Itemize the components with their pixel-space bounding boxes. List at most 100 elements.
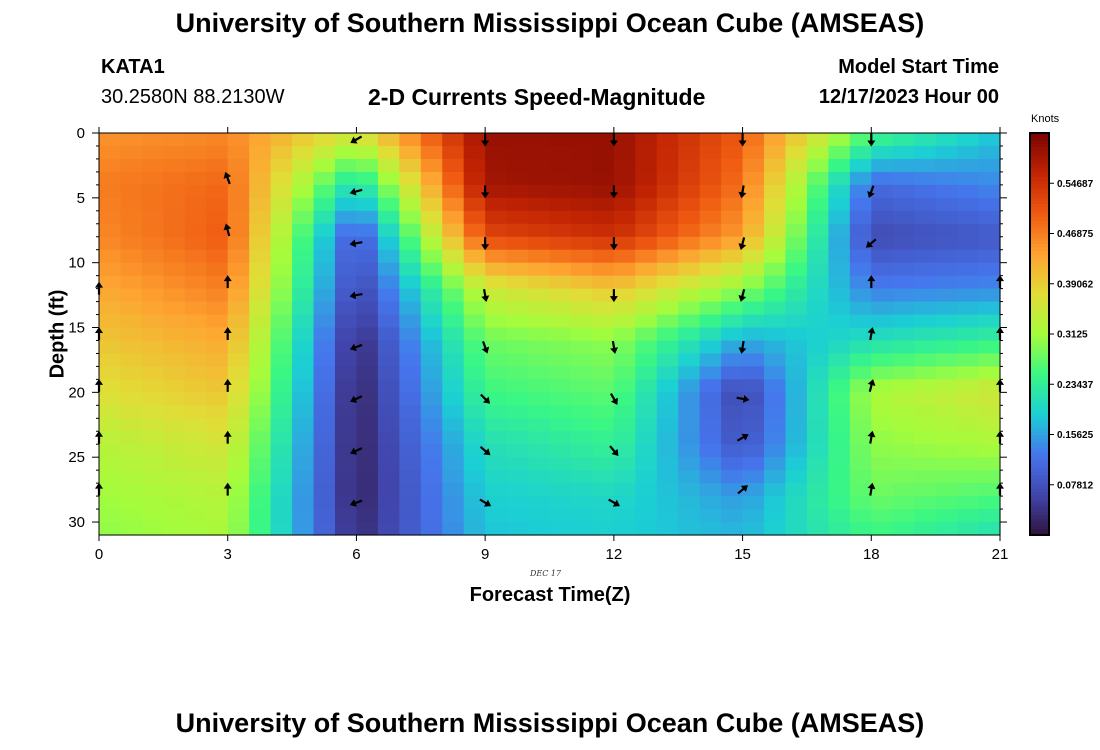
heatmap-cell: [871, 275, 894, 290]
heatmap-cell: [528, 249, 551, 264]
heatmap-cell: [249, 223, 272, 238]
heatmap-cell: [721, 379, 744, 393]
heatmap-cell: [678, 223, 701, 238]
heatmap-cell: [485, 496, 508, 510]
heatmap-cell: [377, 314, 400, 329]
heatmap-cell: [249, 236, 272, 251]
heatmap-cell: [506, 496, 529, 510]
heatmap-cell: [721, 418, 744, 432]
colorbar-segment: [1030, 494, 1049, 499]
heatmap-cell: [313, 314, 336, 329]
heatmap-cell: [613, 327, 636, 342]
heatmap-cell: [141, 327, 164, 342]
heatmap-cell: [570, 145, 593, 160]
heatmap-cell: [463, 288, 486, 303]
heatmap-cell: [442, 327, 465, 342]
heatmap-cell: [163, 210, 186, 225]
heatmap-cell: [420, 444, 443, 458]
heatmap-cell: [249, 483, 272, 497]
heatmap-cell: [206, 275, 229, 290]
heatmap-cell: [420, 483, 443, 497]
heatmap-cell: [828, 470, 851, 484]
heatmap-cell: [420, 431, 443, 445]
heatmap-cell: [806, 210, 829, 225]
heatmap-cell: [892, 249, 915, 264]
heatmap-cell: [506, 133, 529, 147]
heatmap-cell: [420, 418, 443, 432]
heatmap-cell: [99, 379, 122, 393]
heatmap-cell: [570, 418, 593, 432]
heatmap-cell: [99, 249, 122, 264]
heatmap-cell: [292, 405, 315, 419]
heatmap-cell: [892, 522, 915, 536]
heatmap-cell: [120, 392, 143, 406]
heatmap-cell: [699, 392, 722, 406]
heatmap-cell: [699, 314, 722, 329]
current-arrow: [609, 289, 618, 303]
heatmap-cell: [978, 197, 1001, 212]
colorbar-segment: [1030, 478, 1049, 482]
heatmap-cell: [549, 158, 572, 173]
heatmap-cell: [313, 184, 336, 199]
colorbar-segment: [1030, 223, 1049, 228]
heatmap-cell: [785, 301, 808, 316]
heatmap-cell: [935, 236, 958, 251]
heatmap-cell: [292, 314, 315, 329]
heatmap-cell: [785, 158, 808, 173]
heatmap-cell: [635, 483, 658, 497]
heatmap-cell: [806, 184, 829, 199]
heatmap-cell: [549, 262, 572, 277]
heatmap-cell: [678, 366, 701, 380]
current-arrow: [609, 393, 618, 405]
heatmap-cell: [549, 197, 572, 212]
heatmap-cell: [613, 314, 636, 329]
current-arrow: [349, 343, 363, 352]
heatmap-cell: [742, 522, 765, 536]
heatmap-cell: [656, 470, 679, 484]
heatmap-cell: [420, 327, 443, 342]
heatmap-cell: [528, 327, 551, 342]
heatmap-cell: [377, 327, 400, 342]
arrow-head: [349, 187, 357, 196]
heatmap-cell: [528, 470, 551, 484]
heatmap-cell: [463, 133, 486, 147]
heatmap-cell: [99, 405, 122, 419]
heatmap-cell: [292, 145, 315, 160]
heatmap-cell: [764, 379, 787, 393]
heatmap-cell: [141, 483, 164, 497]
heatmap-cell: [656, 301, 679, 316]
heatmap-cell: [678, 340, 701, 355]
heatmap-cell: [570, 301, 593, 316]
heatmap-cell: [935, 262, 958, 277]
heatmap-cell: [485, 184, 508, 199]
heatmap-cell: [764, 483, 787, 497]
heatmap-cell: [270, 418, 293, 432]
heatmap-cell: [828, 483, 851, 497]
heatmap-cell: [892, 496, 915, 510]
heatmap-cell: [485, 431, 508, 445]
heatmap-cell: [742, 366, 765, 380]
heatmap-cell: [785, 522, 808, 536]
heatmap-cell: [828, 171, 851, 186]
heatmap-cell: [785, 431, 808, 445]
heatmap-cell: [656, 418, 679, 432]
heatmap-cell: [313, 133, 336, 147]
heatmap-cell: [206, 470, 229, 484]
heatmap-cell: [463, 171, 486, 186]
heatmap-cell: [978, 301, 1001, 316]
heatmap-cell: [399, 236, 422, 251]
heatmap-cell: [592, 418, 615, 432]
heatmap-cell: [163, 262, 186, 277]
heatmap-cell: [849, 275, 872, 290]
colorbar-segment: [1030, 287, 1049, 292]
heatmap-cell: [206, 197, 229, 212]
colorbar-segment: [1030, 176, 1049, 181]
heatmap-cell: [871, 197, 894, 212]
heatmap-cell: [120, 171, 143, 186]
heatmap-cell: [721, 366, 744, 380]
heatmap-cell: [828, 366, 851, 380]
heatmap-cell: [227, 444, 250, 458]
colorbar-segment: [1030, 317, 1049, 322]
heatmap-cell: [570, 223, 593, 238]
arrow-shaft: [869, 331, 873, 341]
